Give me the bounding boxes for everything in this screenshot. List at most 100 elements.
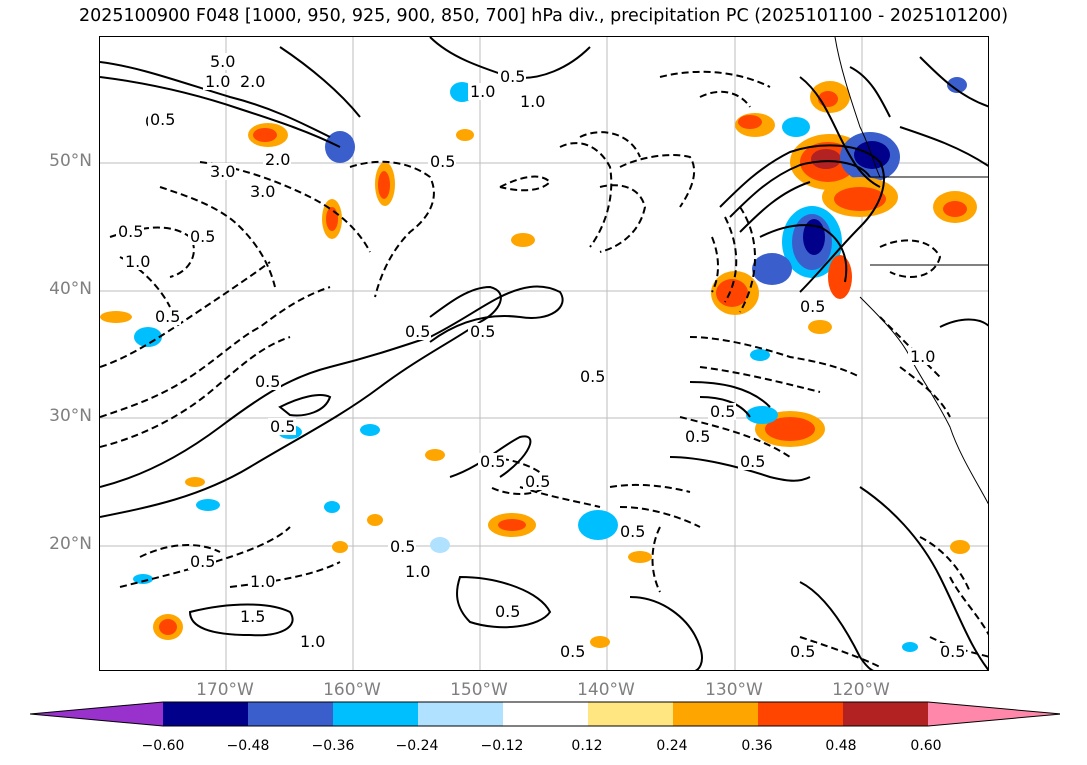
contour-label-bg <box>238 608 266 625</box>
contour-label: 5.0 <box>210 52 235 71</box>
contour-label: 0.5 <box>940 642 965 661</box>
colorbar-segment <box>673 702 758 726</box>
colorbar-tick: −0.48 <box>226 738 270 754</box>
contour-label: 0.5 <box>800 297 825 316</box>
solid-contours <box>100 37 988 670</box>
contour-label-bg <box>683 428 711 445</box>
contour-label: 1.0 <box>300 632 325 651</box>
colorbar-segment <box>758 702 843 726</box>
contour-label-bg <box>478 453 506 470</box>
contour-label: 3.0 <box>250 182 275 201</box>
coastline <box>834 37 988 505</box>
contour-label: 1.0 <box>250 572 275 591</box>
contour-label-bg <box>578 368 606 385</box>
contour-label-bg <box>908 348 936 365</box>
contour-label-bg <box>558 643 586 660</box>
contour-label-bg <box>493 603 521 620</box>
contour-label-bg <box>298 633 326 650</box>
contour-label-bg <box>116 223 144 240</box>
contour-label: 0.5 <box>710 402 735 421</box>
colorbar-segment <box>588 702 673 726</box>
colorbar-tick: −0.36 <box>311 738 355 754</box>
colorbar-segment <box>503 702 588 726</box>
contour-label: 3.0 <box>210 162 235 181</box>
contour-label-bg <box>938 643 966 660</box>
contour-label: 0.5 <box>390 537 415 556</box>
contour-label-bg <box>203 73 231 90</box>
contour-label: 0.5 <box>495 602 520 621</box>
contour-label: 1.0 <box>910 347 935 366</box>
contour-label-bg <box>428 153 456 170</box>
lat-label-50n: 50°N <box>49 151 92 171</box>
lon-label-120w: 120°W <box>832 680 890 700</box>
contour-label-bg <box>788 643 816 660</box>
colorbar-segment <box>333 702 418 726</box>
contour-label-bg <box>188 553 216 570</box>
contour-label-bg <box>238 73 266 90</box>
colorbar-segment <box>418 702 503 726</box>
colorbar-segments <box>30 701 1060 727</box>
contour-label-bg <box>388 538 416 555</box>
contour-label-bg <box>403 323 431 340</box>
contour-label-bg <box>153 308 181 325</box>
contour-label: 0.5 <box>150 110 175 129</box>
contour-label-bg <box>208 163 236 180</box>
contour-label-bg <box>708 403 736 420</box>
contour-label-bg <box>498 68 526 85</box>
colorbar-extend-high <box>928 702 1060 726</box>
contour-label: 1.0 <box>205 72 230 91</box>
lon-label-160w: 160°W <box>323 680 381 700</box>
contour-label-bg <box>468 83 496 100</box>
contour-label: 0.5 <box>790 642 815 661</box>
contour-label: 0.5 <box>525 472 550 491</box>
contour-label: 0.5 <box>685 427 710 446</box>
contour-labels: 5.01.00.52.00.53.02.03.00.50.51.00.50.51… <box>116 52 966 661</box>
colorbar <box>30 701 1060 727</box>
contour-label: 1.0 <box>125 252 150 271</box>
contour-label: 2.0 <box>240 72 265 91</box>
contour-label-bg <box>403 563 431 580</box>
lat-label-40n: 40°N <box>49 279 92 299</box>
contour-label-bg <box>253 373 281 390</box>
contour-label: 0.5 <box>560 642 585 661</box>
map-panel: 5.01.00.52.00.53.02.03.00.50.51.00.50.51… <box>99 36 989 671</box>
colorbar-tick: 0.48 <box>825 738 857 754</box>
colorbar-tick: 0.60 <box>910 738 942 754</box>
gridlines <box>100 37 988 670</box>
lon-label-140w: 140°W <box>577 680 635 700</box>
map-plot: 5.01.00.52.00.53.02.03.00.50.51.00.50.51… <box>100 37 988 670</box>
contour-label: 1.0 <box>470 82 495 101</box>
colorbar-tick: −0.24 <box>395 738 439 754</box>
colorbar-outline <box>30 701 1060 727</box>
contour-label-bg <box>268 418 296 435</box>
contour-label-bg <box>208 53 236 70</box>
lat-label-20n: 20°N <box>49 534 92 554</box>
contour-label: 0.5 <box>190 552 215 571</box>
contour-label: 0.5 <box>740 452 765 471</box>
contour-label: 0.5 <box>500 67 525 86</box>
colorbar-tick: 0.36 <box>741 738 773 754</box>
contour-label-bg <box>263 151 291 168</box>
contour-label: 0.5 <box>155 307 180 326</box>
contour-label-bg <box>468 323 496 340</box>
contour-label: 0.5 <box>620 522 645 541</box>
colorbar-segment <box>843 702 928 726</box>
contour-label-bg <box>618 523 646 540</box>
contour-label: 0.5 <box>470 322 495 341</box>
colorbar-tick: 0.12 <box>571 738 603 754</box>
contour-label: 0.5 <box>190 227 215 246</box>
contour-label: 0.5 <box>480 452 505 471</box>
contour-label: 0.5 <box>118 222 143 241</box>
colorbar-tick: 0.24 <box>656 738 688 754</box>
contour-label-bg <box>738 453 766 470</box>
colorbar-tick: −0.60 <box>141 738 185 754</box>
contour-label: 1.0 <box>405 562 430 581</box>
contour-label-bg <box>523 473 551 490</box>
contour-label: 0.5 <box>405 322 430 341</box>
lon-label-150w: 150°W <box>450 680 508 700</box>
contour-label: 2.0 <box>265 150 290 169</box>
contour-label-bg <box>248 573 276 590</box>
contour-label-bg <box>798 298 826 315</box>
contour-label-bg <box>518 93 546 110</box>
contour-label-bg <box>248 183 276 200</box>
